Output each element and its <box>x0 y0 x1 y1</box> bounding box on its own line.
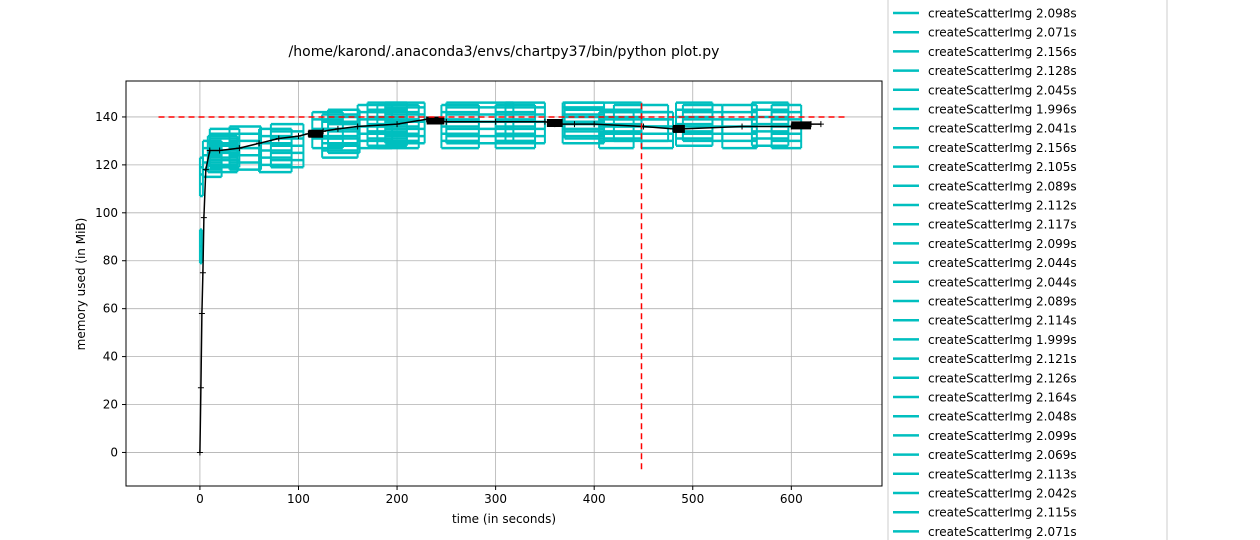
x-tick-label: 100 <box>287 492 310 506</box>
legend-entry-label: createScatterImg 1.999s <box>928 333 1077 347</box>
y-tick-label: 120 <box>95 158 118 172</box>
legend-entry-label: createScatterImg 2.128s <box>928 64 1077 78</box>
memory-point <box>256 140 263 147</box>
legend-entry-label: createScatterImg 2.045s <box>928 83 1077 97</box>
legend-entry-label: createScatterImg 2.044s <box>928 256 1077 270</box>
plot-data <box>158 101 846 470</box>
y-tick-label: 140 <box>95 110 118 124</box>
legend-entry-label: createScatterImg 2.156s <box>928 45 1077 59</box>
legend-entry-label: createScatterImg 2.115s <box>928 506 1077 520</box>
memory-point <box>492 118 499 125</box>
legend: createScatterImg 2.098s createScatterImg … <box>887 0 1168 540</box>
legend-entry-label: createScatterImg 2.071s <box>928 26 1077 40</box>
legend-entry-label: createScatterImg 2.164s <box>928 391 1077 405</box>
legend-entry-label: createScatterImg 2.089s <box>928 179 1077 193</box>
legend-entry-label: createScatterImg 2.044s <box>928 275 1077 289</box>
legend-entry-label: createScatterImg 2.112s <box>928 199 1077 213</box>
legend-entry-label: createScatterImg 1.996s <box>928 103 1077 117</box>
legend-entry-label: createScatterImg 2.042s <box>928 487 1077 501</box>
legend-entry-label: createScatterImg 2.117s <box>928 218 1077 232</box>
legend-entry-label: createScatterImg 2.069s <box>928 448 1077 462</box>
chart-title: /home/karond/.anaconda3/envs/chartpy37/b… <box>289 44 720 60</box>
x-axis-label: time (in seconds) <box>452 512 556 526</box>
x-tick-label: 300 <box>484 492 507 506</box>
plot-frame <box>125 80 883 487</box>
y-tick-label: 40 <box>103 350 118 364</box>
legend-entry-label: createScatterImg 2.105s <box>928 160 1077 174</box>
y-tick-label: 100 <box>95 206 118 220</box>
y-tick-label: 80 <box>103 254 118 268</box>
memory-point <box>739 123 746 130</box>
legend-entry-label: createScatterImg 2.126s <box>928 371 1077 385</box>
legend-entry-label: createScatterImg 2.099s <box>928 429 1077 443</box>
legend-entry-label: createScatterImg 2.114s <box>928 314 1077 328</box>
memory-point <box>199 269 206 276</box>
grid-lines <box>126 81 882 486</box>
memory-point <box>206 147 213 154</box>
y-tick-label: 60 <box>103 302 118 316</box>
memory-point <box>354 123 361 130</box>
memory-point <box>198 310 205 317</box>
memory-point <box>236 145 243 152</box>
memory-point <box>571 121 578 128</box>
legend-entry-label: createScatterImg 2.098s <box>928 7 1077 21</box>
memory-point <box>334 125 341 132</box>
x-tick-label: 400 <box>583 492 606 506</box>
axis-ticks: 0 100 200 300 400 500 600 0 20 40 60 80 100 120 140 <box>95 110 803 506</box>
legend-entry-label: createScatterImg 2.113s <box>928 467 1077 481</box>
legend-box <box>887 0 1168 540</box>
x-tick-label: 500 <box>681 492 704 506</box>
memory-point <box>394 121 401 128</box>
memory-point <box>202 166 209 173</box>
y-tick-label: 20 <box>103 398 118 412</box>
legend-entry-label: createScatterImg 2.048s <box>928 410 1077 424</box>
memory-point <box>197 384 204 391</box>
memory-point <box>196 449 203 456</box>
x-tick-label: 600 <box>780 492 803 506</box>
memory-point <box>275 135 282 142</box>
memory-point <box>200 214 207 221</box>
legend-entry-label: createScatterImg 2.071s <box>928 525 1077 539</box>
legend-entry-label: createScatterImg 2.099s <box>928 237 1077 251</box>
memory-usage-line <box>199 118 821 453</box>
legend-entry-label: createScatterImg 2.121s <box>928 352 1077 366</box>
x-tick-label: 0 <box>196 492 204 506</box>
memory-point <box>216 147 223 154</box>
legend-entry-label: createScatterImg 2.156s <box>928 141 1077 155</box>
x-tick-label: 200 <box>386 492 409 506</box>
memory-point <box>817 121 824 128</box>
memory-point <box>295 133 302 140</box>
y-tick-label: 0 <box>110 445 118 459</box>
legend-entry-label: createScatterImg 2.041s <box>928 122 1077 136</box>
memory-point <box>591 121 598 128</box>
legend-entry-label: createScatterImg 2.089s <box>928 295 1077 309</box>
y-axis-label: memory used (in MiB) <box>74 218 88 351</box>
